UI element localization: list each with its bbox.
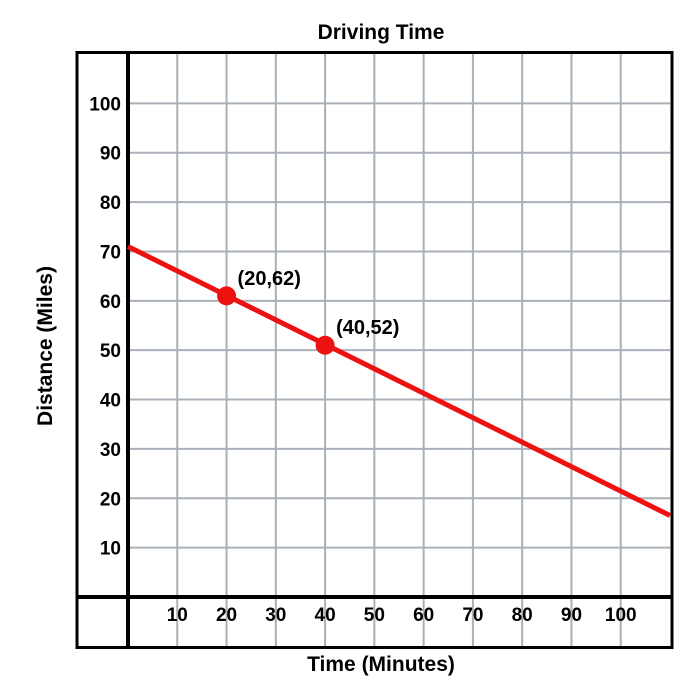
y-tick-labels: 10 20 30 40 50 60 70 80 90 100 bbox=[89, 94, 121, 559]
axes bbox=[75, 51, 674, 649]
x-axis-label: Time (Minutes) bbox=[307, 653, 455, 676]
chart-title: Driving Time bbox=[318, 21, 445, 44]
y-tick-label-50: 50 bbox=[100, 341, 121, 362]
plot-frame bbox=[75, 51, 674, 649]
x-tick-label-80: 80 bbox=[512, 605, 533, 626]
x-tick-label-90: 90 bbox=[561, 605, 582, 626]
x-tick-label-100: 100 bbox=[605, 605, 637, 626]
x-tick-label-40: 40 bbox=[315, 605, 336, 626]
x-tick-labels: 10 20 30 40 50 60 70 80 90 100 bbox=[167, 605, 637, 626]
y-tick-label-90: 90 bbox=[100, 144, 121, 165]
x-tick-label-10: 10 bbox=[167, 605, 188, 626]
x-tick-label-50: 50 bbox=[364, 605, 385, 626]
x-tick-label-20: 20 bbox=[216, 605, 237, 626]
grid bbox=[128, 54, 670, 646]
data-point-label-2: (40,52) bbox=[336, 317, 399, 339]
y-tick-label-100: 100 bbox=[89, 94, 121, 115]
data-point-2 bbox=[315, 335, 335, 355]
y-tick-label-20: 20 bbox=[100, 489, 121, 510]
y-tick-label-60: 60 bbox=[100, 292, 121, 313]
y-axis-label: Distance (Miles) bbox=[34, 266, 57, 426]
y-tick-label-80: 80 bbox=[100, 193, 121, 214]
y-tick-label-30: 30 bbox=[100, 440, 121, 461]
series: (20,62) (40,52) bbox=[126, 244, 672, 518]
data-point-label-1: (20,62) bbox=[238, 268, 301, 290]
x-tick-label-60: 60 bbox=[413, 605, 434, 626]
y-tick-label-70: 70 bbox=[100, 242, 121, 263]
y-tick-label-10: 10 bbox=[100, 539, 121, 560]
x-tick-label-30: 30 bbox=[265, 605, 286, 626]
x-tick-label-70: 70 bbox=[462, 605, 483, 626]
y-tick-label-40: 40 bbox=[100, 391, 121, 412]
data-point-1 bbox=[217, 286, 237, 306]
